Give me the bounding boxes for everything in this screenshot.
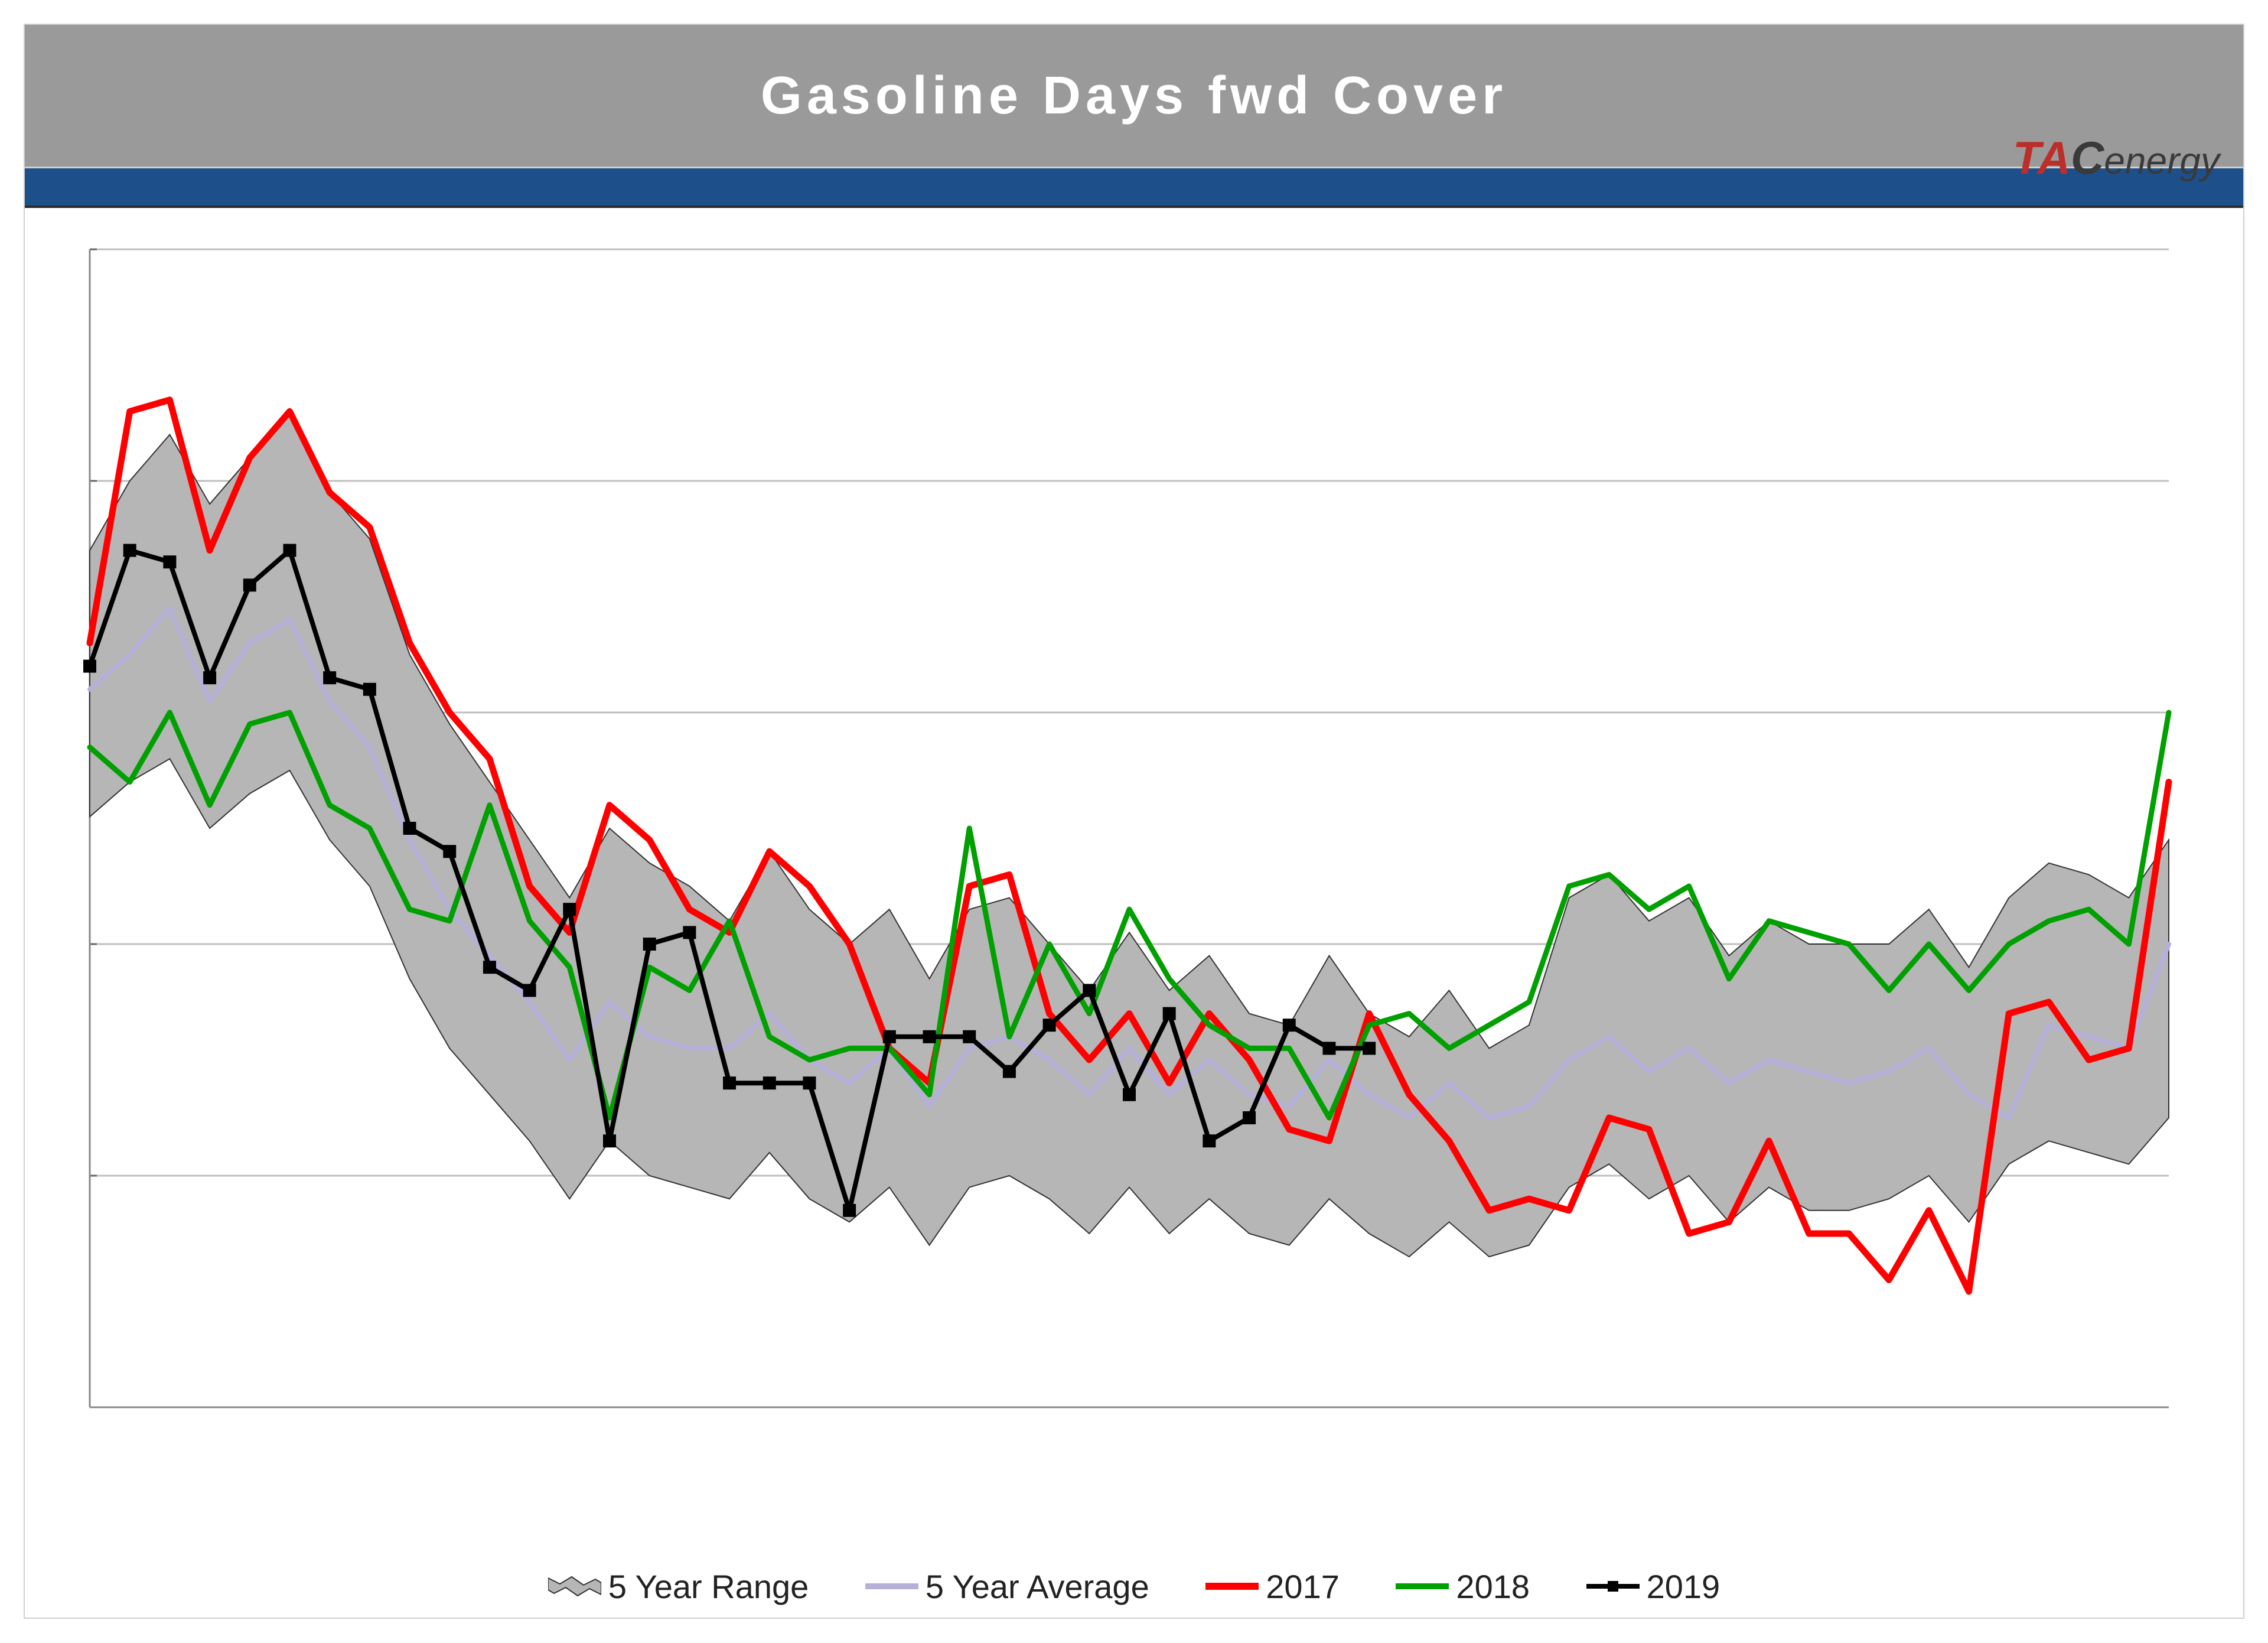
- chart-svg: [78, 237, 2181, 1490]
- legend-item-2019: 2019: [1586, 1567, 1720, 1606]
- range-swatch-icon: [548, 1567, 601, 1606]
- legend-label-2018: 2018: [1456, 1567, 1530, 1606]
- legend-item-2018: 2018: [1396, 1567, 1530, 1606]
- avg-swatch-icon: [865, 1567, 918, 1606]
- y2017-swatch-icon: [1205, 1567, 1259, 1606]
- logo: TACenergy: [2013, 131, 2220, 185]
- legend-label-range: 5 Year Range: [608, 1567, 809, 1606]
- legend-label-2019: 2019: [1647, 1567, 1720, 1606]
- legend: 5 Year Range 5 Year Average 2017 2018: [25, 1567, 2243, 1606]
- accent-bar: [25, 167, 2243, 208]
- plot-area: [78, 237, 2181, 1490]
- legend-label-2017: 2017: [1266, 1567, 1340, 1606]
- legend-label-avg: 5 Year Average: [926, 1567, 1149, 1606]
- legend-item-range: 5 Year Range: [548, 1567, 809, 1606]
- legend-item-avg: 5 Year Average: [865, 1567, 1149, 1606]
- y2018-swatch-icon: [1396, 1567, 1449, 1606]
- y2019-swatch-icon: [1586, 1567, 1640, 1606]
- chart-title: Gasoline Days fwd Cover: [25, 25, 2243, 167]
- chart-container: Gasoline Days fwd Cover TACenergy 5 Year…: [0, 0, 2268, 1643]
- panel: Gasoline Days fwd Cover TACenergy 5 Year…: [24, 24, 2244, 1619]
- legend-item-2017: 2017: [1205, 1567, 1340, 1606]
